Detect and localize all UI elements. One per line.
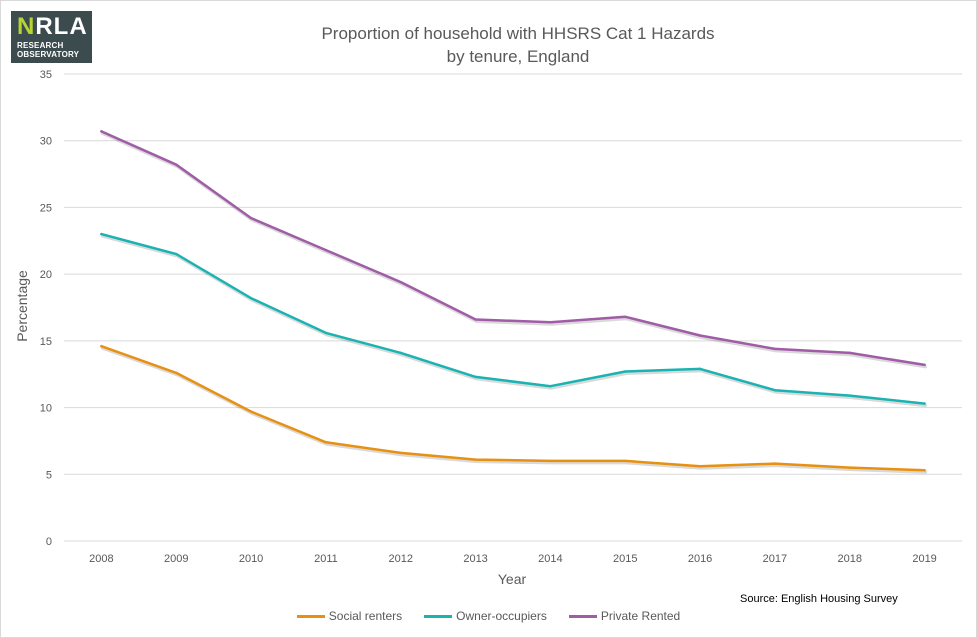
nrla-logo: NRLA RESEARCH OBSERVATORY: [11, 11, 92, 63]
y-tick-label: 30: [40, 136, 52, 148]
data-point-social: [100, 344, 103, 348]
data-point-social: [324, 441, 328, 444]
data-point-social: [549, 459, 552, 463]
x-tick-label: 2008: [89, 553, 113, 565]
legend-swatch-owner: [424, 614, 453, 618]
data-point-private: [698, 334, 702, 337]
chart-title-line1: Proportion of household with HHSRS Cat 1…: [321, 24, 715, 43]
data-point-owner: [399, 351, 402, 355]
y-tick-label: 35: [40, 69, 52, 81]
chart-title: Proportion of household with HHSRS Cat 1…: [218, 22, 818, 68]
x-tick-label: 2009: [164, 553, 188, 565]
data-point-social: [848, 466, 851, 469]
series-line-social: [100, 344, 926, 472]
y-tick-label: 0: [46, 536, 52, 548]
legend-label-private: Private Rented: [600, 609, 681, 623]
data-point-private: [923, 363, 926, 367]
data-point-owner: [773, 389, 777, 392]
data-point-private: [848, 351, 851, 355]
x-tick-label: 2012: [389, 553, 413, 565]
legend: Social renters Owner-occupiers Private R…: [0, 609, 977, 623]
data-point-private: [773, 347, 777, 351]
x-tick-label: 2010: [239, 553, 263, 565]
source-note: Source: English Housing Survey: [740, 593, 898, 605]
legend-swatch-private: [568, 614, 597, 618]
data-point-owner: [249, 296, 253, 300]
y-tick-label: 10: [40, 403, 52, 415]
data-point-social: [399, 451, 402, 455]
series-shadow-private: [100, 131, 928, 369]
data-point-private: [549, 320, 552, 324]
x-tick-label: 2016: [688, 553, 712, 565]
series-line-owner: [100, 232, 926, 405]
data-point-social: [773, 462, 777, 465]
logo-wordmark: NRLA: [17, 13, 88, 40]
data-point-private: [399, 280, 402, 284]
x-tick-label: 2013: [463, 553, 487, 565]
data-point-owner: [698, 367, 702, 371]
y-tick-label: 25: [40, 202, 52, 214]
data-point-private: [175, 163, 178, 166]
data-point-social: [624, 459, 627, 463]
data-point-social: [175, 371, 178, 375]
x-tick-label: 2011: [314, 553, 338, 565]
x-axis-label: Year: [497, 571, 527, 587]
legend-label-owner: Owner-occupiers: [456, 609, 547, 623]
logo-subtitle: RESEARCH OBSERVATORY: [17, 41, 80, 59]
chart-title-line2: by tenure, England: [446, 47, 590, 66]
data-point-owner: [549, 385, 552, 388]
x-tick-label: 2018: [838, 553, 862, 565]
series-line-private: [100, 130, 926, 367]
legend-item-private: Private Rented: [568, 609, 681, 623]
data-point-owner: [175, 252, 178, 256]
x-tick-label: 2014: [538, 553, 562, 565]
data-point-private: [249, 216, 253, 220]
data-point-private: [624, 315, 627, 319]
data-point-private: [324, 248, 328, 252]
y-tick-label: 20: [40, 269, 52, 281]
y-axis-label: Percentage: [14, 270, 30, 342]
data-point-social: [249, 410, 253, 413]
data-point-owner: [324, 331, 328, 335]
data-point-private: [100, 130, 103, 133]
x-tick-label: 2017: [763, 553, 787, 565]
legend-label-social: Social renters: [328, 609, 403, 623]
legend-swatch-social: [296, 614, 325, 618]
data-point-social: [474, 458, 477, 461]
data-point-owner: [624, 370, 627, 373]
data-point-social: [698, 465, 702, 468]
data-point-private: [474, 318, 477, 321]
data-point-owner: [923, 402, 926, 405]
x-tick-label: 2019: [912, 553, 936, 565]
y-tick-label: 15: [40, 336, 52, 348]
legend-item-owner: Owner-occupiers: [424, 609, 547, 623]
y-tick-label: 5: [46, 469, 52, 481]
data-point-owner: [474, 375, 477, 379]
data-point-owner: [848, 394, 851, 397]
legend-item-social: Social renters: [296, 609, 403, 623]
data-point-owner: [100, 232, 103, 236]
series-shadow-social: [100, 346, 928, 474]
x-tick-label: 2015: [613, 553, 637, 565]
data-point-social: [923, 469, 926, 472]
